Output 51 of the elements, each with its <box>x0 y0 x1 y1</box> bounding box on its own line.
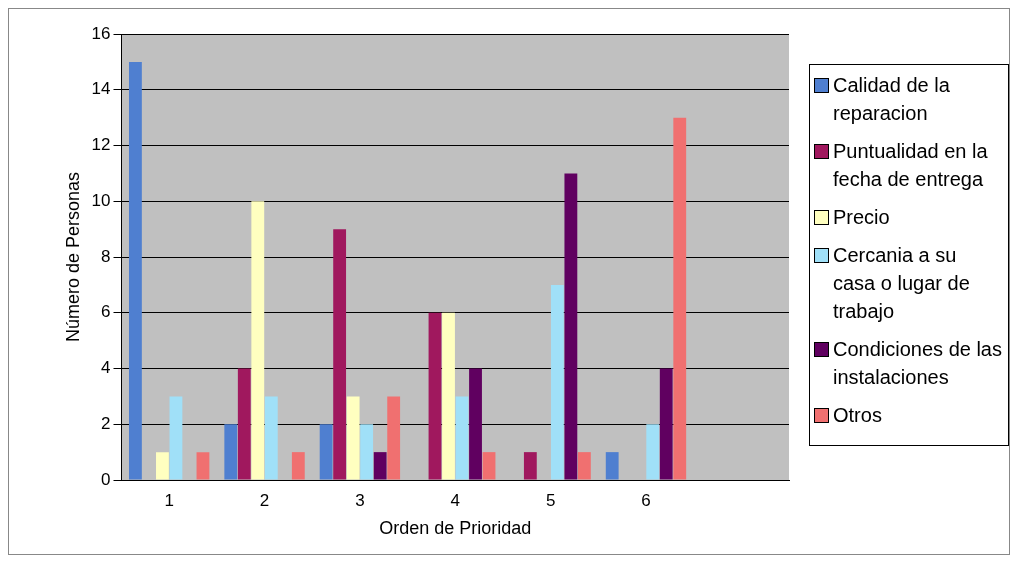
bar <box>264 396 278 480</box>
y-tick-label: 14 <box>91 79 111 99</box>
bar <box>333 229 347 480</box>
x-tick-label: 4 <box>450 490 460 510</box>
x-tick-label: 1 <box>164 490 174 510</box>
bar <box>156 452 169 480</box>
legend-label: Cercania a su casa o lugar de trabajo <box>833 243 971 324</box>
bar <box>550 284 564 480</box>
x-axis-title: Orden de Prioridad <box>379 518 532 539</box>
bar <box>455 396 469 480</box>
bar <box>673 117 687 480</box>
y-tick-label: 2 <box>101 413 111 433</box>
y-tick-label: 6 <box>101 302 111 322</box>
legend-label: Puntualidad en la fecha de entrega <box>833 139 989 192</box>
bar <box>428 312 442 480</box>
bar <box>291 452 305 480</box>
bar <box>224 424 238 480</box>
bar <box>387 396 401 480</box>
bar <box>251 201 265 480</box>
y-tick-label: 4 <box>101 358 111 378</box>
x-tick-label: 3 <box>355 490 365 510</box>
bar <box>319 424 333 480</box>
bar <box>373 452 387 480</box>
bar <box>469 368 482 480</box>
bar <box>646 424 660 480</box>
x-tick-label: 6 <box>641 490 651 510</box>
bar <box>659 368 673 480</box>
bar <box>346 396 360 480</box>
bar <box>129 61 142 480</box>
x-tick-label: 5 <box>545 490 556 510</box>
bar <box>442 312 455 480</box>
y-axis-title: Número de Personas <box>62 171 83 343</box>
bar <box>482 452 496 480</box>
bar <box>564 173 578 480</box>
y-tick-label: 0 <box>101 469 111 489</box>
y-tick-label: 12 <box>91 135 111 155</box>
bar <box>360 424 374 480</box>
y-tick-label: 8 <box>101 246 111 266</box>
bar <box>605 452 619 480</box>
y-tick-label: 16 <box>91 23 111 43</box>
legend-label: Precio <box>833 205 890 230</box>
y-tick-label: 10 <box>91 190 111 210</box>
legend-label: Condiciones de las instalaciones <box>833 337 1003 390</box>
bar <box>196 452 210 480</box>
bar <box>523 452 537 480</box>
bar <box>237 368 251 480</box>
x-tick-label: 2 <box>259 490 270 510</box>
bar <box>169 396 183 480</box>
bar <box>577 452 591 480</box>
legend-label: Calidad de la reparacion <box>833 73 951 126</box>
legend-label: Otros <box>833 403 882 428</box>
